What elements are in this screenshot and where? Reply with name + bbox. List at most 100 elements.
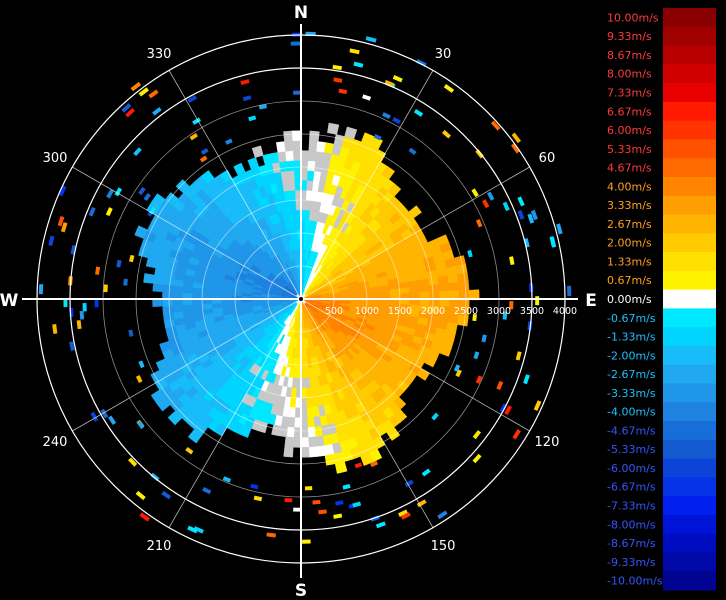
echo-gate — [404, 479, 414, 488]
echo-gate — [38, 284, 44, 295]
echo-gate — [556, 223, 563, 235]
colorbar-swatch — [663, 101, 716, 122]
range-label: 3500 — [520, 306, 544, 317]
colorbar-label: 2.00m/s — [607, 237, 652, 250]
echo-gate — [370, 460, 379, 468]
echo-gate — [94, 299, 99, 308]
echo-gate — [502, 201, 510, 212]
range-label: 2500 — [454, 306, 478, 317]
echo-gate — [342, 483, 351, 490]
echo-gate — [512, 429, 521, 440]
echo-gate — [312, 499, 321, 505]
colorbar-label: -2.67m/s — [607, 368, 656, 381]
echo-gate — [63, 298, 68, 308]
azimuth-spoke — [168, 70, 302, 300]
azimuth-labels: 30 60 120 150 210 240 300 330 — [43, 47, 560, 554]
echo-gate — [530, 209, 538, 221]
compass-south-label: S — [295, 581, 307, 600]
echo-gate — [517, 209, 525, 220]
echo-gate — [333, 77, 343, 83]
colorbar-label: 4.00m/s — [607, 180, 652, 193]
echo-gate — [527, 213, 535, 224]
colorbar-swatch — [663, 120, 716, 140]
velocity-gate — [175, 179, 190, 194]
echo-gate — [116, 259, 122, 268]
colorbar-label: 0.00m/s — [607, 293, 652, 306]
colorbar-swatch — [663, 252, 716, 272]
azimuth-spoke — [300, 298, 530, 432]
colorbar-swatch — [663, 26, 716, 47]
echo-gate — [258, 104, 267, 110]
range-label: 1000 — [355, 306, 379, 317]
echo-gate — [455, 369, 462, 378]
range-label: 2000 — [421, 306, 445, 317]
echo-gate — [148, 89, 159, 99]
echo-gate — [413, 108, 424, 117]
colorbar-swatch — [663, 345, 716, 366]
echo-gate — [332, 64, 342, 71]
colorbar-label: 6.00m/s — [607, 124, 652, 137]
colorbar-swatch — [663, 402, 716, 422]
echo-gate — [106, 189, 114, 199]
velocity-colorbar: 10.00m/s 9.33m/s 8.67m/s 8.00m/s 7.33m/s 6.67… — [607, 8, 716, 591]
velocity-gate — [143, 273, 155, 284]
echo-gate — [499, 403, 508, 413]
velocity-gate — [386, 426, 401, 441]
velocity-gate — [151, 193, 166, 208]
velocity-gate — [283, 446, 294, 458]
velocity-gate — [219, 169, 233, 184]
azimuth-spoke — [168, 298, 302, 528]
echo-gate — [304, 486, 313, 491]
colorbar-label: -1.33m/s — [607, 331, 656, 344]
echo-gate — [105, 207, 113, 217]
echo-gate — [354, 462, 363, 469]
velocity-gate — [164, 192, 179, 207]
colorbar-label: -4.00m/s — [607, 406, 656, 419]
echo-gate — [121, 103, 132, 113]
echo-gate — [293, 507, 302, 512]
echo-gate — [135, 375, 143, 384]
echo-gate — [139, 512, 151, 522]
velocity-gate — [284, 436, 294, 448]
echo-gate — [490, 120, 501, 131]
radar-site-icon — [295, 293, 307, 305]
range-labels: 500 1000 1500 2000 2500 3000 3500 4000 — [325, 306, 577, 317]
echo-gate — [52, 324, 58, 334]
velocity-gate — [457, 315, 469, 327]
colorbar-label: 8.67m/s — [607, 49, 652, 62]
echo-gate — [192, 117, 201, 125]
velocity-gate — [307, 446, 318, 458]
compass-east-label: E — [585, 291, 597, 311]
cardinal-labels: N S E W — [0, 3, 597, 600]
echo-gate — [400, 512, 411, 520]
echo-gate — [250, 483, 259, 490]
azimuth-spoke — [72, 166, 302, 300]
velocity-gate — [381, 165, 396, 180]
colorbar-swatch — [663, 176, 716, 197]
echo-gate — [200, 147, 209, 155]
colorbar-swatch — [663, 439, 716, 460]
echo-gate — [523, 238, 530, 248]
echo-gate — [472, 453, 482, 464]
colorbar-label: -6.00m/s — [607, 462, 656, 475]
echo-gate — [335, 500, 344, 506]
velocity-gate — [327, 122, 340, 135]
azimuth-spoke — [300, 166, 530, 300]
echo-gate — [290, 41, 301, 46]
azimuth-label: 150 — [431, 539, 456, 554]
colorbar-swatch — [663, 270, 716, 291]
azimuth-spoke — [72, 298, 302, 432]
azimuth-label: 300 — [43, 151, 68, 166]
echo-gate — [472, 313, 477, 322]
echo-gate — [123, 278, 128, 286]
velocity-gate — [387, 183, 402, 197]
echo-gate — [362, 94, 372, 101]
compass-west-label: W — [0, 291, 19, 311]
colorbar-swatch — [663, 139, 716, 159]
colorbar-swatch — [663, 83, 716, 103]
echo-gate — [114, 187, 123, 197]
echo-gate — [333, 513, 343, 519]
velocity-gate — [334, 461, 348, 474]
velocity-gate — [309, 130, 320, 142]
echo-gate — [69, 341, 75, 351]
